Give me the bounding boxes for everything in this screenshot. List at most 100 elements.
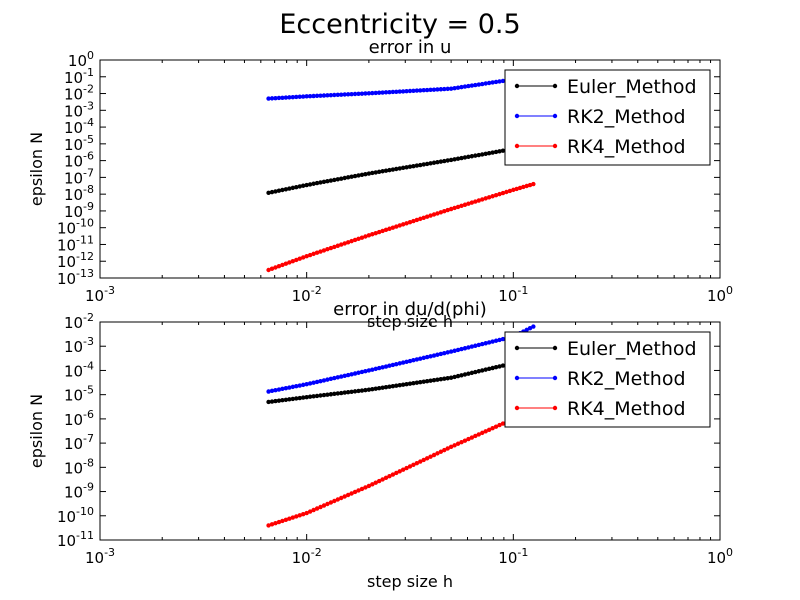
data-point [332,375,337,381]
y-tick-label: 10-9 [64,481,94,502]
data-point [394,361,399,367]
data-point [269,189,275,195]
data-point [370,367,375,372]
data-point [345,372,351,378]
data-point [490,80,495,85]
data-point [266,399,271,405]
legend-label: RK4_Method [567,398,686,420]
data-point [483,151,488,156]
data-point [339,92,344,97]
data-point [328,376,334,382]
plot-frame [99,59,721,279]
data-point [452,205,457,211]
data-point [325,247,330,252]
data-point [466,154,471,160]
data-point [280,386,285,392]
data-point [280,95,285,100]
data-point [349,238,354,244]
data-point [407,88,413,94]
data-point [370,482,375,487]
data-point [435,87,440,92]
data-point [435,377,440,382]
legend-marker [552,83,558,89]
data-point [414,88,420,93]
data-point [283,95,289,100]
y-tick-label: 10-6 [64,150,94,171]
legend-marker [552,375,558,381]
y-tick-label: 10-5 [64,133,94,154]
data-point [297,184,302,189]
data-point [390,89,396,95]
data-point [483,341,488,346]
data-point [493,149,499,155]
data-point [269,388,275,394]
data-point [370,387,375,392]
data-point [328,178,334,183]
data-point [455,156,461,161]
data-point [455,85,461,90]
data-point [314,180,320,186]
data-point [387,363,392,368]
data-point [269,96,275,101]
data-point [352,489,358,495]
data-point [394,383,399,388]
data-point [469,200,475,205]
data-point [290,185,296,191]
legend-marker [514,345,520,351]
data-point [414,163,420,168]
data-point [394,224,399,229]
data-point [473,369,478,375]
data-point [383,364,389,369]
data-point [307,509,313,514]
data-point [366,233,372,238]
figure-suptitle: Eccentricity = 0.5 [279,9,520,40]
data-point [486,340,492,345]
y-tick-label: 10-3 [64,99,94,120]
data-point [397,383,402,388]
data-point [297,395,302,401]
data-point [276,387,282,392]
data-point [455,441,461,446]
data-point [524,183,529,189]
data-point [459,84,464,90]
data-point [469,370,475,376]
data-point [335,177,340,182]
data-point [345,175,351,180]
data-point [507,188,513,194]
data-point [283,261,289,266]
data-point [297,256,302,261]
data-point [283,187,289,192]
data-point [473,82,478,88]
data-point [283,386,289,391]
data-point [421,457,426,463]
data-point [418,162,423,168]
data-point [387,474,392,479]
data-point [321,503,327,508]
data-point [452,85,457,91]
data-point [445,207,450,213]
data-point [318,393,323,398]
data-point [411,381,416,386]
data-point [404,465,409,471]
legend-label: Euler_Method [567,76,697,98]
data-point [387,89,392,95]
data-point [363,234,368,239]
legend-marker [552,345,558,351]
data-point [497,422,502,428]
data-point [345,390,351,395]
y-tick-label: 10-12 [57,250,94,271]
data-point [301,255,306,260]
data-point [407,381,413,386]
data-point [294,384,299,389]
data-point [411,462,416,467]
data-point [462,372,468,377]
data-point [349,389,354,394]
data-point [493,424,499,429]
data-point [290,94,296,100]
data-point [480,368,485,373]
data-point [304,182,309,188]
data-point [459,346,464,352]
data-point [294,94,299,100]
y-tick-label: 10-2 [64,311,94,332]
data-point [400,382,406,387]
